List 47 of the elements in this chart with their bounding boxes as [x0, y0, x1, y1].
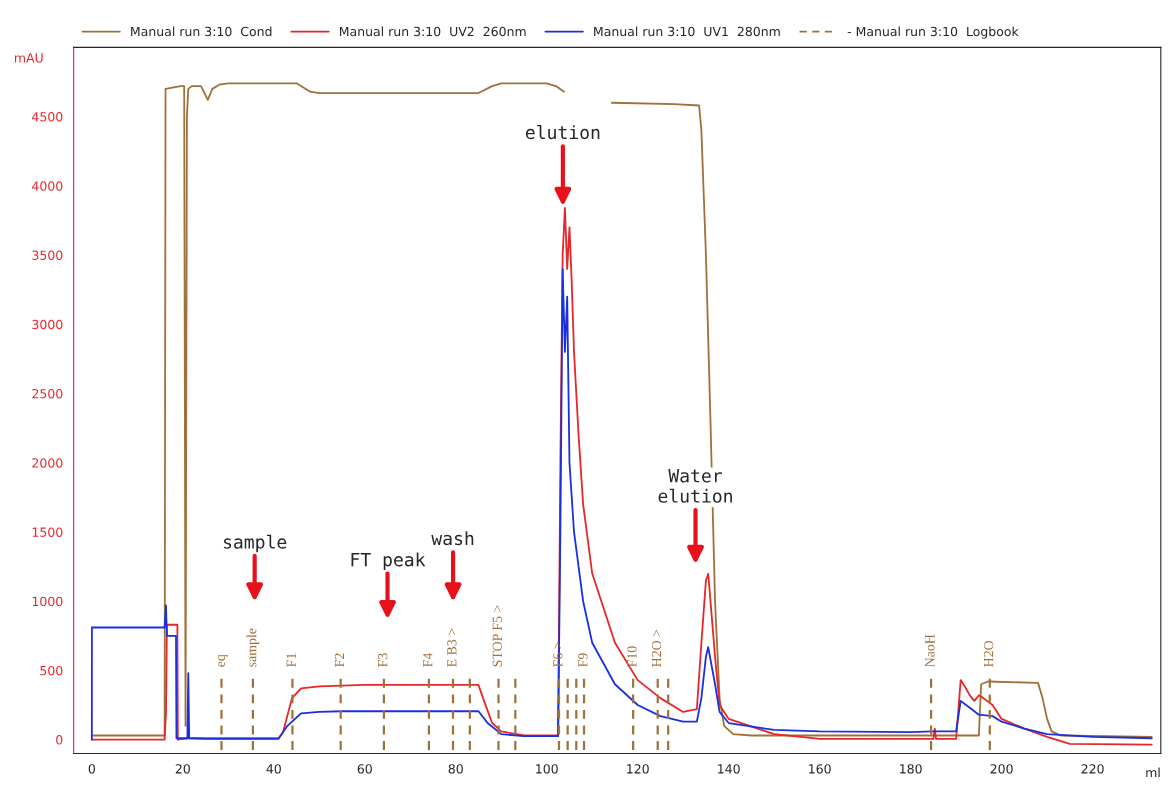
x-tick-label: 120 [627, 764, 649, 774]
ref-line-label: E B3 > [447, 628, 457, 667]
ref-line-label: F2 [334, 653, 344, 667]
y-tick-label: 2000 [32, 458, 63, 468]
y-tick-label: 3000 [32, 319, 63, 330]
ref-line-label: F10 [627, 646, 637, 667]
x-tick-label: 220 [1081, 764, 1104, 774]
annotation: FT peak [351, 552, 426, 570]
ref-line-label: sample [246, 628, 260, 667]
ref-line-label: F6 > [553, 642, 563, 667]
ref-line-label: F3 [378, 653, 388, 667]
legend-label: Manual run 3:10 Cond [131, 26, 272, 37]
x-tick-label: 0 [88, 764, 95, 774]
annotation: wash [431, 531, 474, 546]
x-tick-label: 140 [718, 764, 740, 774]
y-tick-label: 500 [40, 665, 63, 676]
ref-line-label: eq [218, 654, 228, 667]
x-tick-label: 180 [900, 764, 922, 774]
ref-line-label: F9 [578, 653, 588, 667]
y-axis-title: mAU [14, 53, 43, 63]
x-axis-title: ml [1146, 767, 1160, 778]
legend-label: Manual run 3:10 UV2 260nm [339, 26, 526, 37]
ref-line-label: NaoH [925, 634, 935, 667]
y-tick-label: 4000 [32, 181, 63, 191]
ref-line-label: H2O > [651, 629, 662, 667]
x-tick-label: 200 [990, 764, 1013, 774]
x-tick-label: 100 [536, 764, 558, 774]
y-tick-label: 0 [56, 735, 63, 745]
y-tick-label: 1000 [32, 596, 63, 607]
annotation: Water elution [658, 469, 732, 503]
x-tick-label: 160 [809, 764, 831, 774]
x-tick-label: 60 [357, 764, 372, 774]
x-tick-label: 20 [175, 764, 190, 774]
y-tick-label: 3500 [32, 250, 63, 260]
ref-line-label: F1 [286, 653, 296, 667]
legend-label: Manual run 3:10 UV1 280nm [594, 26, 780, 37]
x-tick-label: 40 [266, 764, 281, 774]
y-tick-label: 2500 [32, 388, 63, 399]
ref-line-label: H2O [983, 640, 994, 667]
annotation: elution [525, 125, 600, 140]
ref-line-label: STOP F5 > [492, 605, 502, 667]
legend-label: - Manual run 3:10 Logbook [847, 26, 1019, 39]
x-tick-label: 80 [448, 764, 463, 774]
y-tick-label: 4500 [32, 112, 63, 122]
ref-line-label: F4 [423, 652, 433, 667]
annotation: sample [223, 534, 287, 553]
y-tick-label: 1500 [32, 527, 63, 537]
